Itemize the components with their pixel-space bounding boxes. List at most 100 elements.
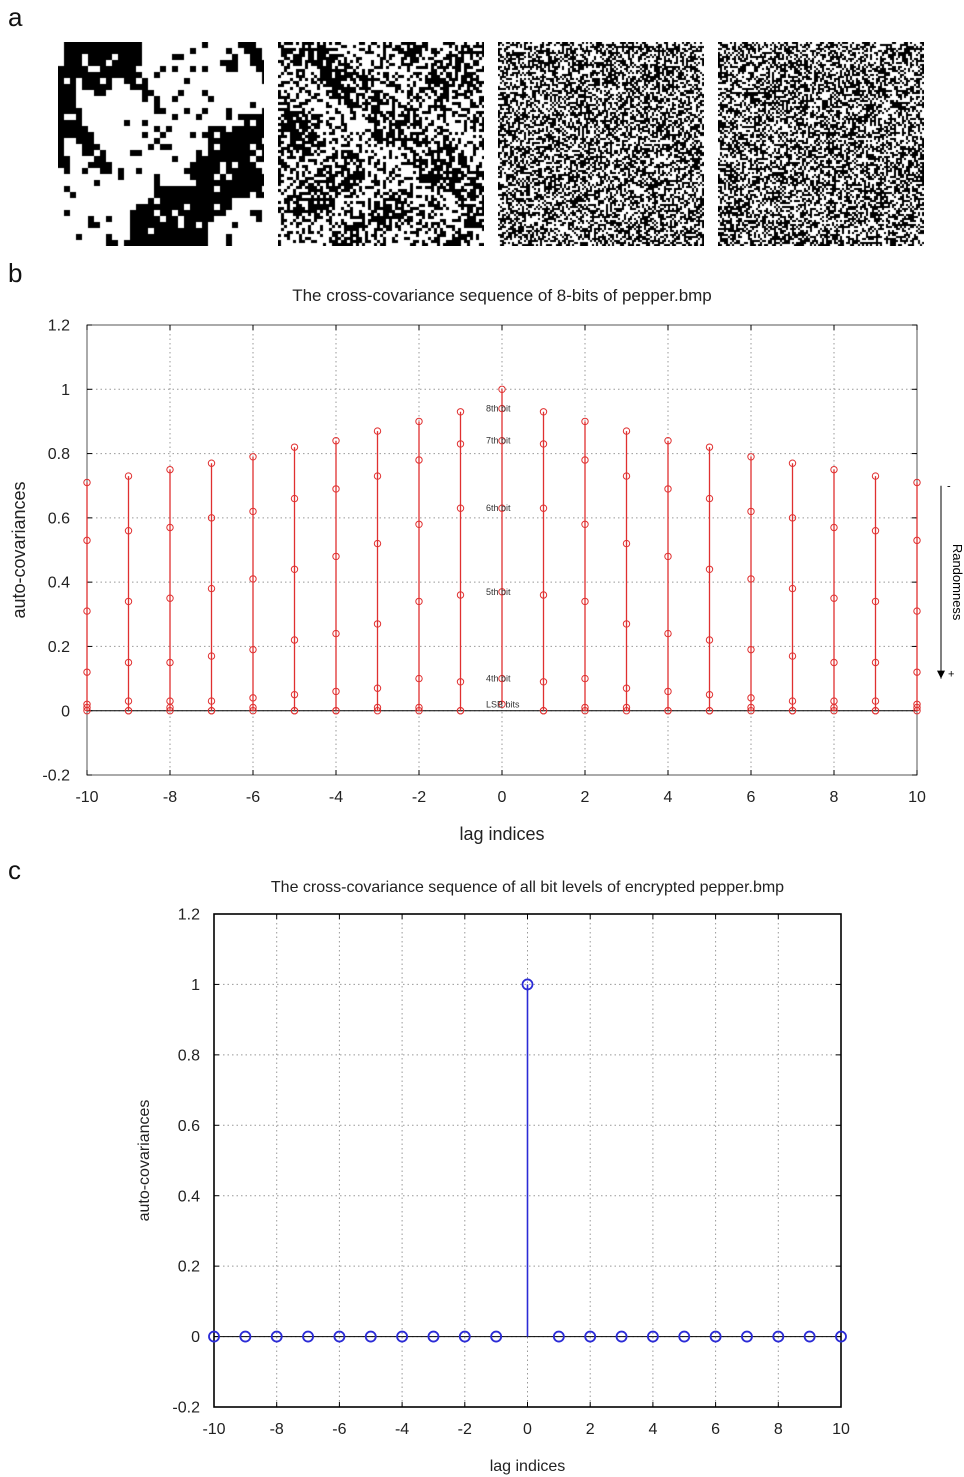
y-tick-label: 1.2	[178, 907, 200, 924]
stem-marker	[166, 658, 174, 667]
stem-marker	[207, 707, 216, 715]
bit-plane-image-5th	[718, 42, 924, 246]
bit-annotation: 8th bit	[486, 404, 511, 414]
stem-marker	[373, 427, 382, 435]
stem-marker	[788, 514, 797, 522]
x-tick-label: -6	[246, 789, 260, 806]
stem-marker	[747, 575, 755, 583]
randomness-label: Randomness	[950, 544, 964, 621]
stem-marker	[332, 552, 340, 561]
chart-c: The cross-covariance sequence of all bit…	[136, 879, 850, 1475]
x-tick-label: 2	[586, 1421, 595, 1438]
stem-marker	[415, 417, 423, 426]
x-tick-label: -8	[163, 789, 177, 806]
stem-marker	[788, 459, 797, 467]
stem-marker	[83, 668, 91, 676]
stem-marker	[239, 1330, 252, 1343]
stem-marker	[581, 707, 589, 715]
y-tick-label: -0.2	[42, 768, 70, 785]
stem-marker	[622, 427, 631, 435]
stem-marker	[415, 520, 423, 528]
stem-marker	[207, 584, 216, 593]
x-tick-label: 10	[908, 789, 926, 806]
stem-marker	[498, 385, 506, 393]
stem-marker	[83, 707, 91, 715]
stem-marker	[207, 459, 216, 467]
bit-annotation: LSB bits	[486, 699, 520, 709]
bit-plane-image-7th	[278, 42, 484, 246]
chart-b: The cross-covariance sequence of 8-bits …	[9, 286, 964, 844]
x-axis-label: lag indices	[459, 824, 544, 844]
panel-letter-b: b	[8, 258, 23, 288]
stem-marker	[705, 565, 714, 573]
stem-marker	[498, 674, 506, 683]
stem-marker	[871, 697, 880, 705]
stem-marker	[622, 472, 631, 480]
x-tick-label: 0	[498, 789, 507, 806]
x-tick-label: 8	[774, 1421, 783, 1438]
stem-marker	[364, 1330, 377, 1343]
randomness-arrow-head	[937, 670, 945, 679]
stem-marker	[373, 472, 382, 480]
stem-marker	[83, 478, 91, 487]
stem-marker	[871, 597, 880, 606]
panel-letter-c: c	[8, 855, 21, 885]
stem-marker	[302, 1330, 314, 1343]
y-tick-label: 1	[61, 382, 70, 399]
stem-marker	[830, 594, 838, 602]
stem-marker	[705, 443, 714, 451]
bit-plane-image-8th	[58, 42, 264, 246]
stem-marker	[458, 1330, 471, 1343]
stem-marker	[913, 703, 921, 712]
stem-marker	[913, 607, 921, 615]
stem-marker	[166, 523, 174, 532]
stem-marker	[415, 597, 423, 606]
stem-marker	[166, 703, 174, 712]
stem-marker	[705, 690, 714, 699]
stem-marker	[664, 687, 672, 696]
panel-letter-a: a	[8, 2, 23, 32]
stem-marker	[539, 678, 548, 686]
x-axis-label: lag indices	[490, 1458, 566, 1475]
x-tick-label: 0	[523, 1421, 532, 1438]
stem-marker	[705, 707, 714, 715]
stem-marker	[871, 658, 880, 667]
stem-marker	[249, 707, 257, 715]
x-tick-label: 4	[648, 1421, 657, 1438]
y-tick-label: 0.8	[48, 446, 70, 463]
stem-marker	[166, 594, 174, 602]
bit-annotation: 4th bit	[486, 674, 511, 684]
stem-marker	[747, 694, 755, 702]
stem-marker	[788, 707, 797, 715]
y-axis-label: auto-covariances	[136, 1100, 153, 1222]
x-tick-label: 4	[664, 789, 673, 806]
stem-marker	[373, 707, 382, 715]
stem-marker	[373, 684, 382, 692]
stem-marker	[747, 453, 755, 461]
stem-marker	[664, 707, 672, 715]
stem-marker	[332, 687, 340, 696]
stem-marker	[678, 1330, 691, 1343]
stem-marker	[83, 607, 91, 615]
stem-marker	[622, 703, 631, 712]
stem-marker	[788, 697, 797, 705]
stem-marker	[830, 465, 838, 474]
stem-marker	[332, 437, 340, 445]
y-tick-label: 0.6	[178, 1118, 200, 1135]
y-tick-label: 1	[191, 977, 200, 994]
x-tick-label: -6	[332, 1421, 346, 1438]
stem-marker	[333, 1330, 346, 1343]
stem-marker	[664, 629, 672, 638]
stem-marker	[456, 440, 465, 448]
stem-marker	[415, 456, 423, 464]
stem-marker	[290, 443, 299, 451]
stem-marker	[490, 1330, 503, 1343]
stem-marker	[747, 707, 755, 715]
stem-marker	[208, 1330, 220, 1343]
stem-marker	[581, 456, 589, 464]
stem-marker	[207, 514, 216, 522]
stem-marker	[647, 1330, 659, 1343]
x-tick-label: -4	[329, 789, 343, 806]
stem-marker	[830, 707, 838, 715]
stem-marker	[622, 539, 631, 548]
